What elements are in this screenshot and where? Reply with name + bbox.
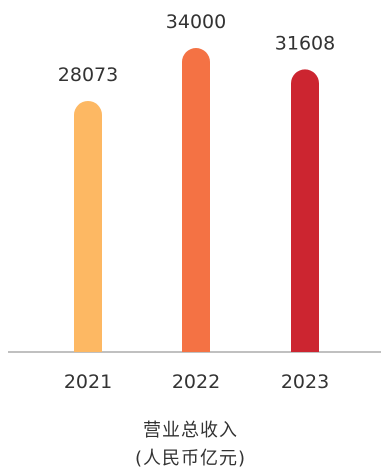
x-tick-label-2023: 2023 xyxy=(281,371,329,393)
bars-group xyxy=(74,48,319,352)
value-label-2022: 34000 xyxy=(166,11,226,33)
value-label-2021: 28073 xyxy=(58,64,118,86)
value-label-2023: 31608 xyxy=(275,32,335,54)
tick-labels-group: 2021 2022 2023 xyxy=(64,371,329,393)
x-axis-title-line2: (人民币亿元) xyxy=(134,448,247,469)
bar-2023 xyxy=(291,69,319,352)
x-tick-label-2021: 2021 xyxy=(64,371,112,393)
bar-2022 xyxy=(182,48,210,352)
x-axis-title-line1: 营业总收入 xyxy=(143,420,238,441)
bar-2021 xyxy=(74,100,102,352)
x-tick-label-2022: 2022 xyxy=(172,371,220,393)
value-labels-group: 28073 34000 31608 xyxy=(58,11,335,86)
